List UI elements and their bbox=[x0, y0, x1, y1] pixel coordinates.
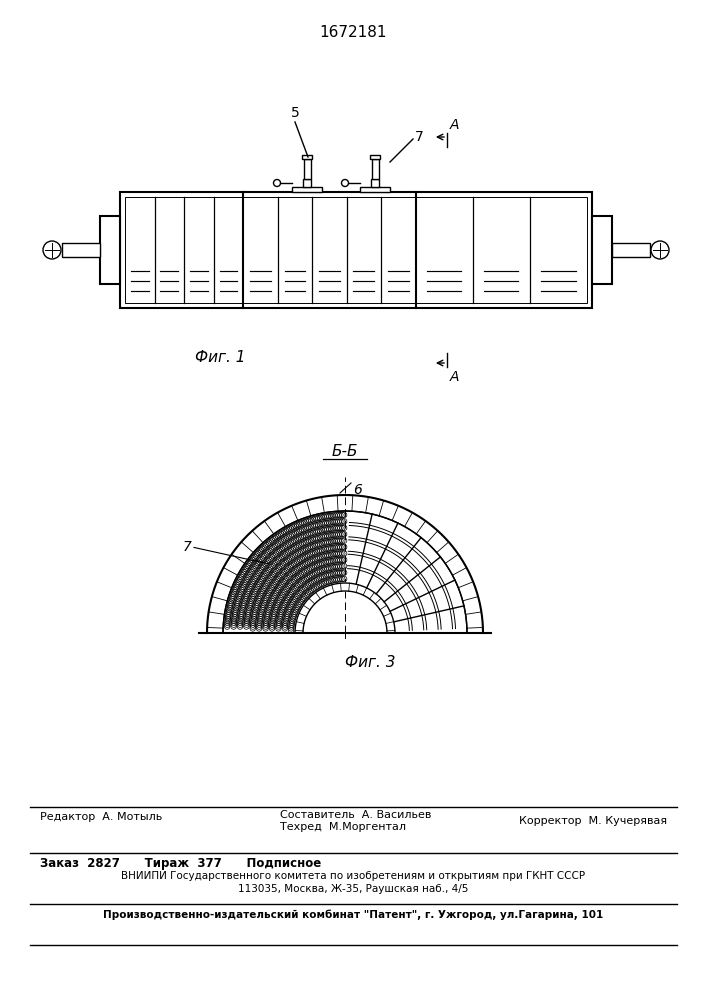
Circle shape bbox=[43, 241, 61, 259]
Text: 1672181: 1672181 bbox=[320, 25, 387, 40]
Text: A: A bbox=[450, 370, 460, 384]
Text: Б-Б: Б-Б bbox=[332, 444, 358, 459]
Polygon shape bbox=[295, 583, 395, 633]
Text: 113035, Москва, Ж-35, Раушская наб., 4/5: 113035, Москва, Ж-35, Раушская наб., 4/5 bbox=[238, 884, 468, 894]
Text: Составитель  А. Васильев: Составитель А. Васильев bbox=[280, 810, 431, 820]
Circle shape bbox=[341, 180, 349, 186]
Bar bbox=[371, 159, 378, 179]
Text: ВНИИПИ Государственного комитета по изобретениям и открытиям при ГКНТ СССР: ВНИИПИ Государственного комитета по изоб… bbox=[121, 871, 585, 881]
Text: 7: 7 bbox=[183, 540, 192, 554]
Bar bbox=[120, 192, 592, 308]
Bar bbox=[371, 179, 379, 187]
Text: Корректор  М. Кучерявая: Корректор М. Кучерявая bbox=[519, 816, 667, 826]
Bar bbox=[302, 155, 312, 159]
Bar bbox=[62, 243, 100, 257]
Text: Фиг. 3: Фиг. 3 bbox=[345, 655, 395, 670]
Polygon shape bbox=[207, 495, 483, 633]
Text: 5: 5 bbox=[291, 106, 299, 120]
Polygon shape bbox=[223, 511, 467, 633]
Text: Техред  М.Моргентал: Техред М.Моргентал bbox=[280, 822, 406, 832]
Text: Фиг. 1: Фиг. 1 bbox=[194, 350, 245, 365]
Text: Производственно-издательский комбинат "Патент", г. Ужгород, ул.Гагарина, 101: Производственно-издательский комбинат "П… bbox=[103, 910, 603, 920]
Text: 6: 6 bbox=[353, 483, 362, 497]
Bar bbox=[592, 216, 612, 284]
Bar bbox=[612, 243, 650, 257]
Bar bbox=[292, 187, 322, 192]
Circle shape bbox=[651, 241, 669, 259]
Bar bbox=[360, 187, 390, 192]
Polygon shape bbox=[202, 495, 488, 633]
Text: Редактор  А. Мотыль: Редактор А. Мотыль bbox=[40, 812, 162, 822]
Bar bbox=[370, 155, 380, 159]
Circle shape bbox=[274, 180, 281, 186]
Text: A: A bbox=[450, 118, 460, 132]
Text: 7: 7 bbox=[415, 130, 423, 144]
Bar bbox=[303, 159, 310, 179]
Text: Заказ  2827      Тираж  377      Подписное: Заказ 2827 Тираж 377 Подписное bbox=[40, 857, 321, 870]
Bar bbox=[125, 197, 587, 303]
Bar bbox=[303, 179, 311, 187]
Bar bbox=[100, 216, 120, 284]
